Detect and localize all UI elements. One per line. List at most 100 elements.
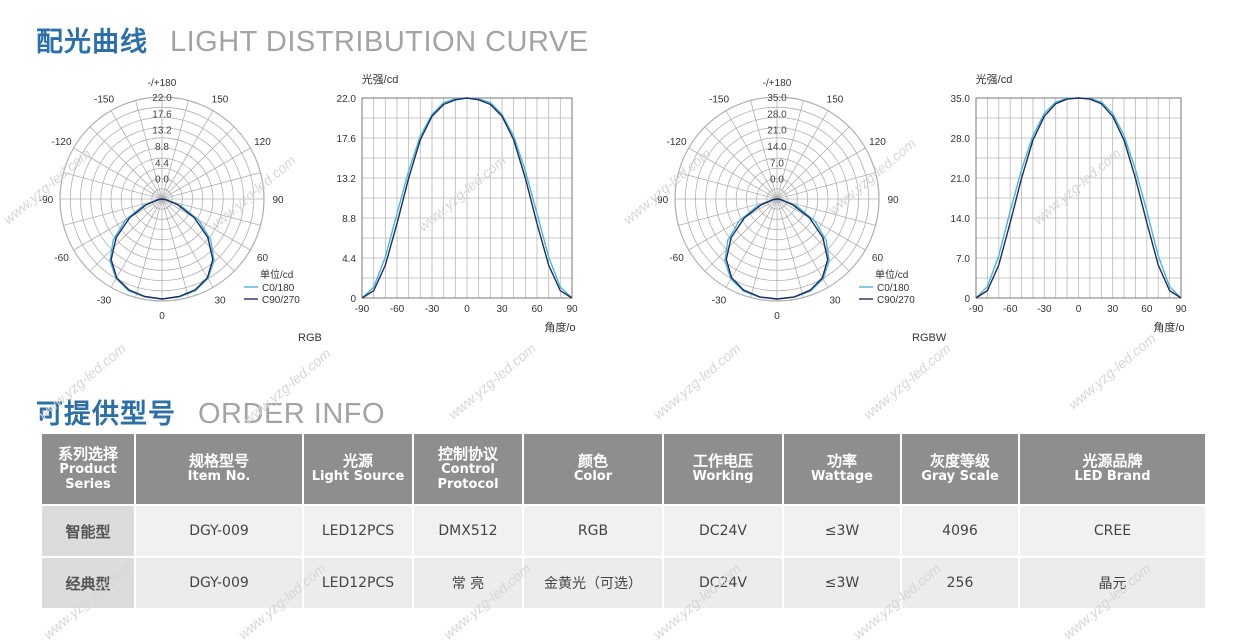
section-title-zh: 可提供型号 [36, 399, 176, 430]
polar-radial-tick-label: 8.8 [155, 142, 169, 153]
polar-chart-rgbw-polar [674, 96, 880, 302]
x-tick-label: 90 [566, 304, 578, 315]
section-title-en: ORDER INFO [198, 398, 386, 430]
table-cell: LED12PCS [304, 506, 412, 558]
polar-angle-label: -90 [39, 195, 54, 206]
table-cell: RGB [524, 506, 662, 558]
section-title-zh: 配光曲线 [36, 27, 148, 58]
x-tick-label: -30 [1037, 304, 1052, 315]
header-label-en: Product [59, 461, 117, 477]
line-chart-rgb-cartesian [361, 97, 573, 299]
header-label-en: Gray Scale [921, 469, 999, 484]
polar-spoke [688, 198, 778, 251]
table-cell: 金黄光（可选） [524, 558, 662, 610]
table-cell: 256 [902, 558, 1018, 610]
polar-spoke [89, 126, 163, 200]
polar-spoke [161, 198, 214, 288]
table-cell: ≤3W [784, 506, 900, 558]
polar-spoke [704, 198, 778, 272]
header-label-zh: 功率 [826, 452, 857, 470]
table-header-cell: 光源 Light Source [304, 434, 412, 506]
table-header-cell: 规格型号 Item No. [136, 434, 302, 506]
order-info-title: 可提供型号 ORDER INFO [36, 392, 385, 431]
table-cell: CREE [1020, 506, 1205, 558]
polar-spoke [776, 198, 850, 272]
y-tick-label: 21.0 [951, 174, 971, 185]
x-tick-label: -60 [390, 304, 405, 315]
polar-angle-label: -120 [52, 137, 72, 148]
light-distribution-charts: 0.0 4.4 8.8 13.2 17.6 22.0 0 30 60 90 120 150 -/+180… [39, 72, 1187, 344]
polar-spoke [688, 147, 778, 200]
polar-spoke [776, 198, 804, 298]
polar-angle-label: -120 [667, 137, 687, 148]
polar-angle-label: -30 [97, 295, 112, 306]
polar-angle-label: 60 [872, 253, 884, 264]
table-header-cell: 控制协议 Control Protocol [414, 434, 522, 506]
polar-angle-label: 120 [254, 137, 271, 148]
header-label-zh: 规格型号 [188, 452, 249, 470]
table-cell: LED12PCS [304, 558, 412, 610]
polar-angle-label: 0 [774, 311, 780, 322]
x-tick-label: 60 [531, 304, 543, 315]
polar-angle-label: -/+180 [148, 78, 177, 89]
header-label-en: Protocol [437, 476, 499, 492]
light-distribution-title: 配光曲线 LIGHT DISTRIBUTION CURVE [36, 20, 589, 59]
polar-radial-tick-label: 17.6 [152, 109, 172, 120]
polar-radial-tick-label: 28.0 [767, 109, 787, 120]
table-row: 经典型 DGY-009 LED12PCS 常 亮金黄光（可选） DC24V ≤3W 256 晶… [42, 558, 1205, 610]
polar-spoke [63, 172, 163, 200]
polar-spoke [63, 198, 163, 226]
polar-spoke [678, 198, 778, 226]
polar-legend-item: C90/270 [877, 295, 915, 306]
table-cell: 常 亮 [414, 558, 522, 610]
polar-legend-item: C0/180 [877, 283, 910, 294]
polar-radial-tick-label: 21.0 [767, 126, 787, 137]
line-series-C90-270 [975, 97, 1182, 299]
polar-legend-item: C0/180 [262, 283, 295, 294]
polar-spoke [73, 198, 163, 251]
header-label-en: Light Source [311, 469, 405, 484]
polar-angle-label: -60 [54, 253, 69, 264]
polar-spoke [725, 198, 778, 288]
polar-legend-item: C90/270 [262, 295, 300, 306]
table-cell: ≤3W [784, 558, 900, 610]
polar-angle-label: -60 [669, 253, 684, 264]
y-tick-label: 14.0 [951, 214, 971, 225]
polar-angle-label: 30 [214, 295, 226, 306]
polar-radial-tick-label: 4.4 [155, 158, 169, 169]
polar-radial-tick-label: 7.0 [770, 158, 784, 169]
polar-spoke [776, 100, 804, 200]
polar-spoke [776, 147, 866, 200]
polar-angle-label: -/+180 [763, 78, 792, 89]
header-label-en: Color [573, 469, 613, 484]
x-tick-label: -90 [355, 304, 370, 315]
table-header-row: 系列选择 Product Series 规格型号 Item No. 光源 Light Sou… [42, 434, 1205, 506]
y-axis-label: 光强/cd [362, 72, 399, 86]
polar-spoke [161, 198, 235, 272]
polar-angle-label: 120 [869, 137, 886, 148]
polar-spoke [161, 147, 251, 200]
polar-radial-tick-label: 14.0 [767, 142, 787, 153]
y-tick-label: 22.0 [337, 94, 357, 105]
polar-spoke [89, 198, 163, 272]
x-tick-label: 0 [1076, 304, 1082, 315]
y-tick-label: 35.0 [951, 94, 971, 105]
polar-series-C90-270 [725, 198, 829, 300]
order-info-table: 系列选择 Product Series 规格型号 Item No. 光源 Light Sou… [40, 434, 1207, 610]
polar-spoke [161, 198, 189, 298]
polar-angle-label: 150 [212, 95, 229, 106]
polar-radial-tick-label: 35.0 [767, 93, 787, 104]
x-tick-label: 30 [1107, 304, 1119, 315]
y-tick-label: 0 [350, 294, 356, 305]
header-label-zh: 系列选择 [57, 444, 118, 463]
x-axis-label: 角度/o [1153, 320, 1184, 334]
polar-angle-label: 60 [257, 253, 269, 264]
polar-spoke [110, 198, 163, 288]
y-tick-label: 13.2 [337, 174, 357, 185]
header-label-en: Control [441, 461, 495, 477]
polar-radial-tick-label: 13.2 [152, 126, 172, 137]
table-row: 智能型 DGY-009 LED12PCS DMX512 RGB DC24V ≤3W 4096 C… [42, 506, 1205, 558]
polar-spoke [776, 110, 829, 200]
polar-legend-unit: 单位/cd [260, 268, 293, 281]
table-header-cell: 工作电压 Working [664, 434, 782, 506]
